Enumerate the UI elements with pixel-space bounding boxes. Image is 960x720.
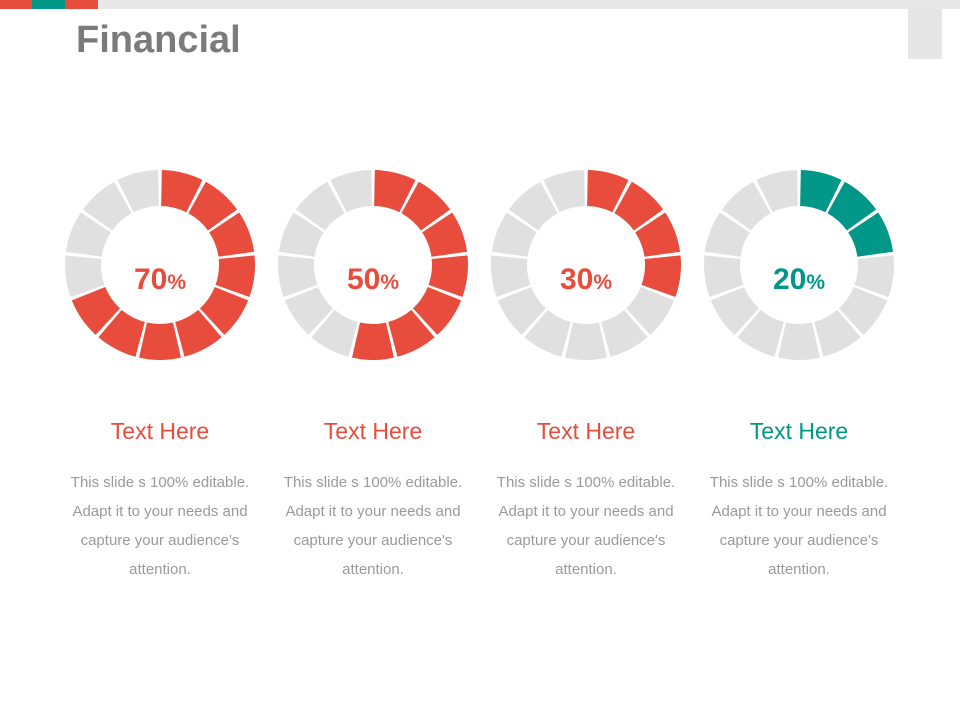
donut-segment-filled — [800, 170, 842, 213]
donut-segment-empty — [854, 255, 894, 297]
donut-segment-empty — [278, 212, 324, 257]
donut-segment-filled — [199, 286, 249, 335]
donut-segment-empty — [625, 286, 675, 335]
donut-segment-filled — [428, 255, 468, 297]
donut-segment-empty — [543, 170, 585, 213]
donut-segment-empty — [778, 322, 820, 360]
donut-segment-filled — [215, 255, 255, 297]
percent-symbol: % — [806, 271, 826, 294]
donut-chart-1 — [65, 170, 255, 360]
panel-heading: Text Here — [749, 418, 849, 444]
panel-heading: Text Here — [110, 418, 210, 444]
donut-segment-empty — [295, 181, 345, 231]
donut-percent-label-2: 50% — [268, 260, 478, 305]
donut-segment-filled — [635, 212, 681, 257]
percent-number: 70 — [133, 263, 168, 296]
donut-chart-2 — [278, 170, 468, 360]
donut-segment-empty — [721, 181, 771, 231]
panel-heading: Text Here — [323, 418, 423, 444]
donut-segment-empty — [117, 170, 159, 213]
donut-segment-empty — [330, 170, 372, 213]
panel-description: This slide s 100% editable. Adapt it to … — [496, 474, 676, 578]
donut-segment-empty — [311, 309, 358, 357]
donut-segment-empty — [508, 181, 558, 231]
donut-chart-4 — [704, 170, 894, 360]
donut-segment-empty — [704, 212, 750, 257]
donut-segment-empty — [524, 309, 571, 357]
donut-segment-empty — [491, 212, 537, 257]
donut-percent-label-1: 70% — [55, 260, 265, 305]
percent-number: 30 — [559, 263, 594, 296]
top-accent-red-2 — [65, 0, 98, 9]
donut-segment-empty — [756, 170, 798, 213]
donut-segment-empty — [65, 212, 111, 257]
top-accent-red — [0, 0, 32, 9]
donut-segment-empty — [704, 255, 744, 297]
percent-symbol: % — [380, 271, 400, 294]
top-accent-teal — [32, 0, 65, 9]
donut-panel-2: 50% Text Here This slide s 100% editable… — [268, 170, 478, 590]
donut-segment-empty — [565, 322, 607, 360]
donut-segment-filled — [587, 170, 629, 213]
donut-segment-empty — [278, 255, 318, 297]
donut-segment-empty — [491, 255, 531, 297]
donut-segment-empty — [710, 286, 760, 335]
donut-segment-filled — [188, 181, 238, 231]
panel-description: This slide s 100% editable. Adapt it to … — [70, 474, 250, 578]
donut-segment-filled — [641, 255, 681, 297]
donut-segment-empty — [838, 286, 888, 335]
donut-segment-filled — [352, 322, 394, 360]
percent-symbol: % — [593, 271, 613, 294]
percent-number: 50 — [346, 263, 381, 296]
donut-segment-filled — [161, 170, 203, 213]
page-title: Financial — [76, 19, 241, 61]
donut-segment-filled — [401, 181, 451, 231]
donut-chart-3 — [491, 170, 681, 360]
donut-panel-4: 20% Text Here This slide s 100% editable… — [694, 170, 904, 590]
donut-segment-empty — [497, 286, 547, 335]
donut-segment-empty — [737, 309, 784, 357]
donut-segment-filled — [412, 286, 462, 335]
donut-percent-label-4: 20% — [694, 260, 904, 305]
donut-segment-filled — [848, 212, 894, 257]
top-accent-bar — [0, 0, 960, 9]
percent-number: 20 — [772, 263, 807, 296]
donut-segment-empty — [284, 286, 334, 335]
donut-segment-empty — [601, 309, 648, 357]
panel-description: This slide s 100% editable. Adapt it to … — [283, 474, 463, 578]
donut-segment-filled — [98, 309, 145, 357]
donut-segment-filled — [71, 286, 121, 335]
donut-segment-filled — [139, 322, 181, 360]
percent-symbol: % — [167, 271, 187, 294]
panel-description: This slide s 100% editable. Adapt it to … — [709, 474, 889, 578]
corner-decoration — [908, 9, 942, 59]
donut-segment-filled — [827, 181, 877, 231]
donut-segment-filled — [422, 212, 468, 257]
donut-segment-filled — [614, 181, 664, 231]
panel-heading: Text Here — [536, 418, 636, 444]
donut-segment-empty — [814, 309, 861, 357]
donut-percent-label-3: 30% — [481, 260, 691, 305]
donut-segment-filled — [374, 170, 416, 213]
donut-segment-empty — [65, 255, 105, 297]
donut-segment-filled — [209, 212, 255, 257]
donut-segment-filled — [175, 309, 222, 357]
donut-panel-1: 70% Text Here This slide s 100% editable… — [55, 170, 265, 590]
donut-segment-filled — [388, 309, 435, 357]
donut-panel-3: 30% Text Here This slide s 100% editable… — [481, 170, 691, 590]
donut-segment-empty — [82, 181, 132, 231]
